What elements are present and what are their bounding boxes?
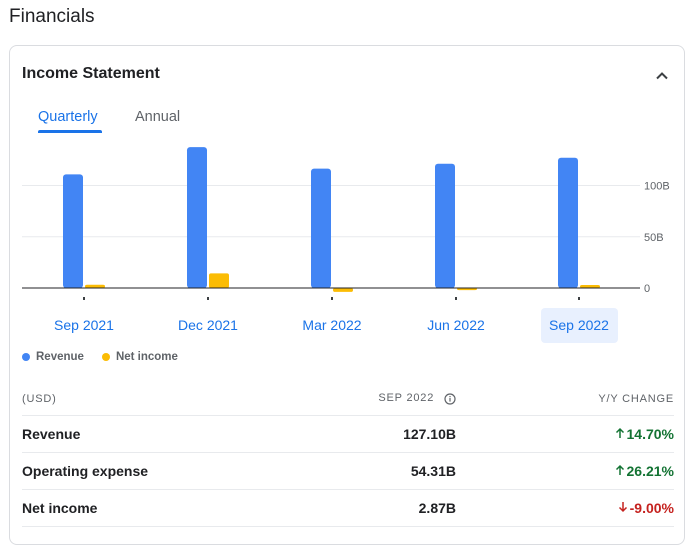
- section-title: Financials: [9, 6, 95, 27]
- active-tab-indicator: [38, 130, 102, 133]
- y-tick-label: 100B: [644, 181, 670, 193]
- row-label: Operating expense: [22, 463, 149, 479]
- x-tick-label[interactable]: Mar 2022: [302, 317, 361, 333]
- arrow-up-icon: [615, 427, 624, 438]
- x-tick-mark: [455, 297, 457, 300]
- change-value: -9.00%: [629, 500, 674, 516]
- chart-legend: Revenue Net income: [22, 351, 178, 363]
- header-currency: (USD): [22, 392, 57, 405]
- row-value: 127.10B: [403, 426, 456, 442]
- legend-item-revenue: Revenue: [22, 351, 84, 363]
- row-value: 2.87B: [418, 500, 456, 516]
- legend-label-revenue: Revenue: [36, 351, 84, 363]
- y-tick-label: 0: [644, 283, 650, 295]
- change-value: 26.21%: [626, 463, 674, 479]
- y-tick-label: 50B: [644, 232, 664, 244]
- table-header: (USD) SEP 2022 Y/Y CHANGE: [22, 382, 674, 416]
- revenue-bar[interactable]: [311, 168, 331, 288]
- x-tick-mark: [207, 297, 209, 300]
- table-row: Revenue 127.10B 14.70%: [22, 416, 674, 453]
- net-income-bar[interactable]: [85, 284, 105, 288]
- row-label: Revenue: [22, 426, 81, 442]
- x-tick-label[interactable]: Dec 2021: [178, 317, 238, 333]
- arrow-up-icon: [615, 464, 624, 475]
- net-income-bar[interactable]: [580, 285, 600, 288]
- change-value: 14.70%: [626, 426, 674, 442]
- row-change: -9.00%: [456, 500, 674, 516]
- table-row: Net income 2.87B -9.00%: [22, 490, 674, 527]
- revenue-bar[interactable]: [435, 163, 455, 288]
- financials-table: (USD) SEP 2022 Y/Y CHANGE Revenue 127.10B…: [22, 382, 674, 527]
- x-tick-mark: [578, 297, 580, 300]
- arrow-down-icon: [618, 502, 627, 513]
- revenue-bar[interactable]: [558, 157, 578, 288]
- net-income-dot-icon: [101, 353, 110, 361]
- row-label: Net income: [22, 500, 98, 516]
- x-tick-label[interactable]: Sep 2021: [54, 317, 114, 333]
- net-income-bar[interactable]: [457, 288, 477, 291]
- x-tick-label[interactable]: Sep 2022: [549, 317, 609, 333]
- card-title: Income Statement: [22, 65, 160, 82]
- selected-period-highlight: [541, 308, 618, 343]
- income-statement-card: Income Statement Quarterly Annual 0 50B 10…: [9, 45, 685, 545]
- table-row: Operating expense 54.31B 26.21%: [22, 453, 674, 490]
- row-value: 54.31B: [410, 463, 456, 479]
- x-tick-mark: [331, 297, 333, 300]
- collapse-button[interactable]: [652, 66, 672, 86]
- net-income-bar[interactable]: [209, 273, 229, 288]
- info-icon[interactable]: [444, 392, 456, 405]
- tab-annual[interactable]: Annual: [135, 109, 181, 125]
- legend-label-net-income: Net income: [115, 351, 178, 363]
- x-tick-mark: [83, 297, 85, 300]
- tab-quarterly[interactable]: Quarterly: [38, 109, 98, 125]
- legend-item-net-income: Net income: [101, 351, 178, 363]
- chevron-up-icon: [656, 72, 668, 80]
- income-chart: 0 50B 100B Sep 2021 Dec 2021 Mar 2022 Jun 2022…: [22, 147, 670, 343]
- revenue-bar[interactable]: [63, 174, 83, 288]
- header-period-label: SEP 2022: [378, 392, 435, 405]
- revenue-dot-icon: [22, 353, 30, 361]
- net-income-bar[interactable]: [333, 288, 353, 292]
- header-period: SEP 2022: [256, 392, 456, 404]
- row-change: 26.21%: [456, 463, 674, 479]
- header-change: Y/Y CHANGE: [598, 392, 674, 405]
- revenue-bar[interactable]: [187, 147, 207, 288]
- row-change: 14.70%: [456, 426, 674, 442]
- x-tick-label[interactable]: Jun 2022: [427, 317, 485, 333]
